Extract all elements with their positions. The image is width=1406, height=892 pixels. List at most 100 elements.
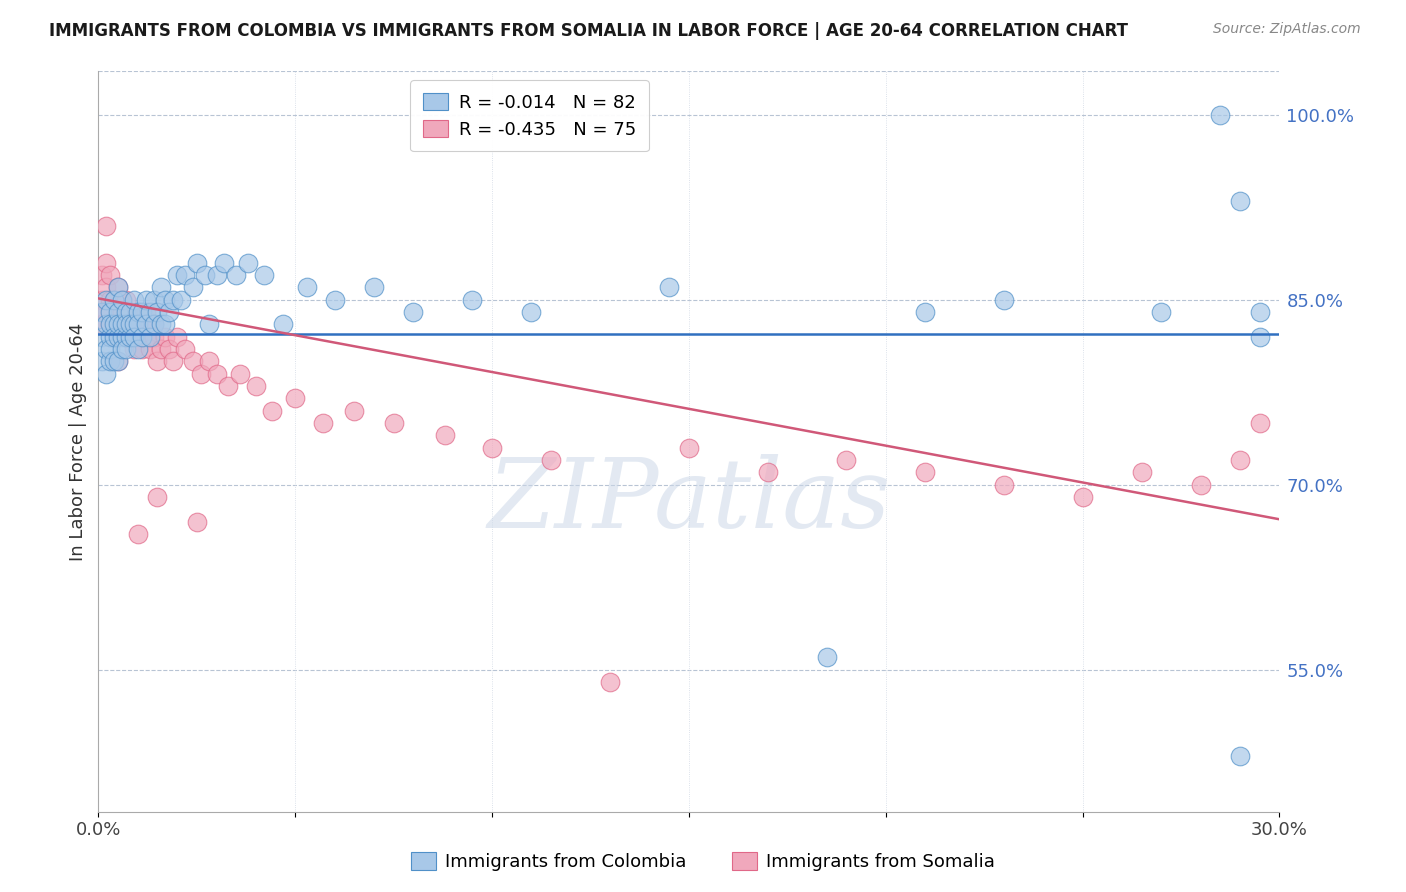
- Legend: Immigrants from Colombia, Immigrants from Somalia: Immigrants from Colombia, Immigrants fro…: [404, 846, 1002, 879]
- Point: [111, 305, 134, 319]
- Point: [914, 466, 936, 480]
- Point: [115, 318, 138, 332]
- Point: [107, 329, 129, 343]
- Point: [131, 318, 153, 332]
- Point: [91, 329, 114, 343]
- Point: [363, 280, 385, 294]
- Point: [146, 354, 169, 368]
- Point: [197, 318, 219, 332]
- Point: [181, 354, 204, 368]
- Point: [122, 318, 145, 332]
- Point: [197, 354, 219, 368]
- Point: [142, 318, 165, 332]
- Point: [122, 342, 145, 356]
- Point: [96, 293, 118, 307]
- Point: [157, 305, 180, 319]
- Point: [98, 305, 121, 319]
- Point: [118, 329, 141, 343]
- Point: [312, 416, 335, 430]
- Point: [127, 342, 149, 356]
- Point: [122, 293, 145, 307]
- Point: [1209, 107, 1232, 121]
- Point: [138, 342, 160, 356]
- Point: [1189, 477, 1212, 491]
- Point: [135, 329, 157, 343]
- Point: [186, 255, 208, 269]
- Point: [260, 403, 283, 417]
- Point: [343, 403, 366, 417]
- Point: [115, 329, 138, 343]
- Point: [166, 268, 188, 282]
- Point: [96, 255, 118, 269]
- Point: [122, 329, 145, 343]
- Point: [658, 280, 681, 294]
- Point: [835, 453, 858, 467]
- Point: [323, 293, 346, 307]
- Point: [186, 515, 208, 529]
- Point: [146, 490, 169, 504]
- Point: [225, 268, 247, 282]
- Point: [214, 255, 236, 269]
- Point: [135, 318, 157, 332]
- Point: [205, 268, 228, 282]
- Point: [253, 268, 276, 282]
- Point: [111, 293, 134, 307]
- Point: [98, 342, 121, 356]
- Point: [115, 329, 138, 343]
- Point: [118, 329, 141, 343]
- Point: [146, 305, 169, 319]
- Point: [1229, 453, 1251, 467]
- Point: [540, 453, 562, 467]
- Point: [174, 268, 197, 282]
- Point: [98, 268, 121, 282]
- Text: ZIPatlas: ZIPatlas: [488, 454, 890, 548]
- Point: [138, 305, 160, 319]
- Point: [170, 293, 193, 307]
- Point: [103, 318, 125, 332]
- Point: [98, 293, 121, 307]
- Point: [205, 367, 228, 381]
- Point: [433, 428, 456, 442]
- Point: [98, 305, 121, 319]
- Point: [111, 342, 134, 356]
- Point: [481, 441, 503, 455]
- Point: [155, 293, 177, 307]
- Point: [98, 318, 121, 332]
- Point: [599, 675, 621, 690]
- Point: [98, 329, 121, 343]
- Point: [1229, 749, 1251, 764]
- Point: [96, 342, 118, 356]
- Point: [150, 318, 173, 332]
- Point: [993, 477, 1015, 491]
- Point: [815, 650, 838, 665]
- Point: [1229, 194, 1251, 208]
- Point: [131, 342, 153, 356]
- Point: [162, 354, 184, 368]
- Point: [118, 305, 141, 319]
- Point: [678, 441, 700, 455]
- Y-axis label: In Labor Force | Age 20-64: In Labor Force | Age 20-64: [69, 322, 87, 561]
- Text: IMMIGRANTS FROM COLOMBIA VS IMMIGRANTS FROM SOMALIA IN LABOR FORCE | AGE 20-64 C: IMMIGRANTS FROM COLOMBIA VS IMMIGRANTS F…: [49, 22, 1128, 40]
- Point: [91, 305, 114, 319]
- Point: [914, 305, 936, 319]
- Point: [111, 293, 134, 307]
- Point: [142, 293, 165, 307]
- Point: [107, 280, 129, 294]
- Point: [122, 318, 145, 332]
- Point: [103, 293, 125, 307]
- Point: [118, 318, 141, 332]
- Point: [127, 305, 149, 319]
- Point: [131, 329, 153, 343]
- Point: [103, 329, 125, 343]
- Point: [96, 280, 118, 294]
- Point: [245, 379, 267, 393]
- Point: [115, 318, 138, 332]
- Point: [138, 329, 160, 343]
- Point: [96, 367, 118, 381]
- Point: [155, 318, 177, 332]
- Point: [96, 219, 118, 233]
- Point: [217, 379, 239, 393]
- Point: [118, 318, 141, 332]
- Point: [107, 305, 129, 319]
- Point: [103, 329, 125, 343]
